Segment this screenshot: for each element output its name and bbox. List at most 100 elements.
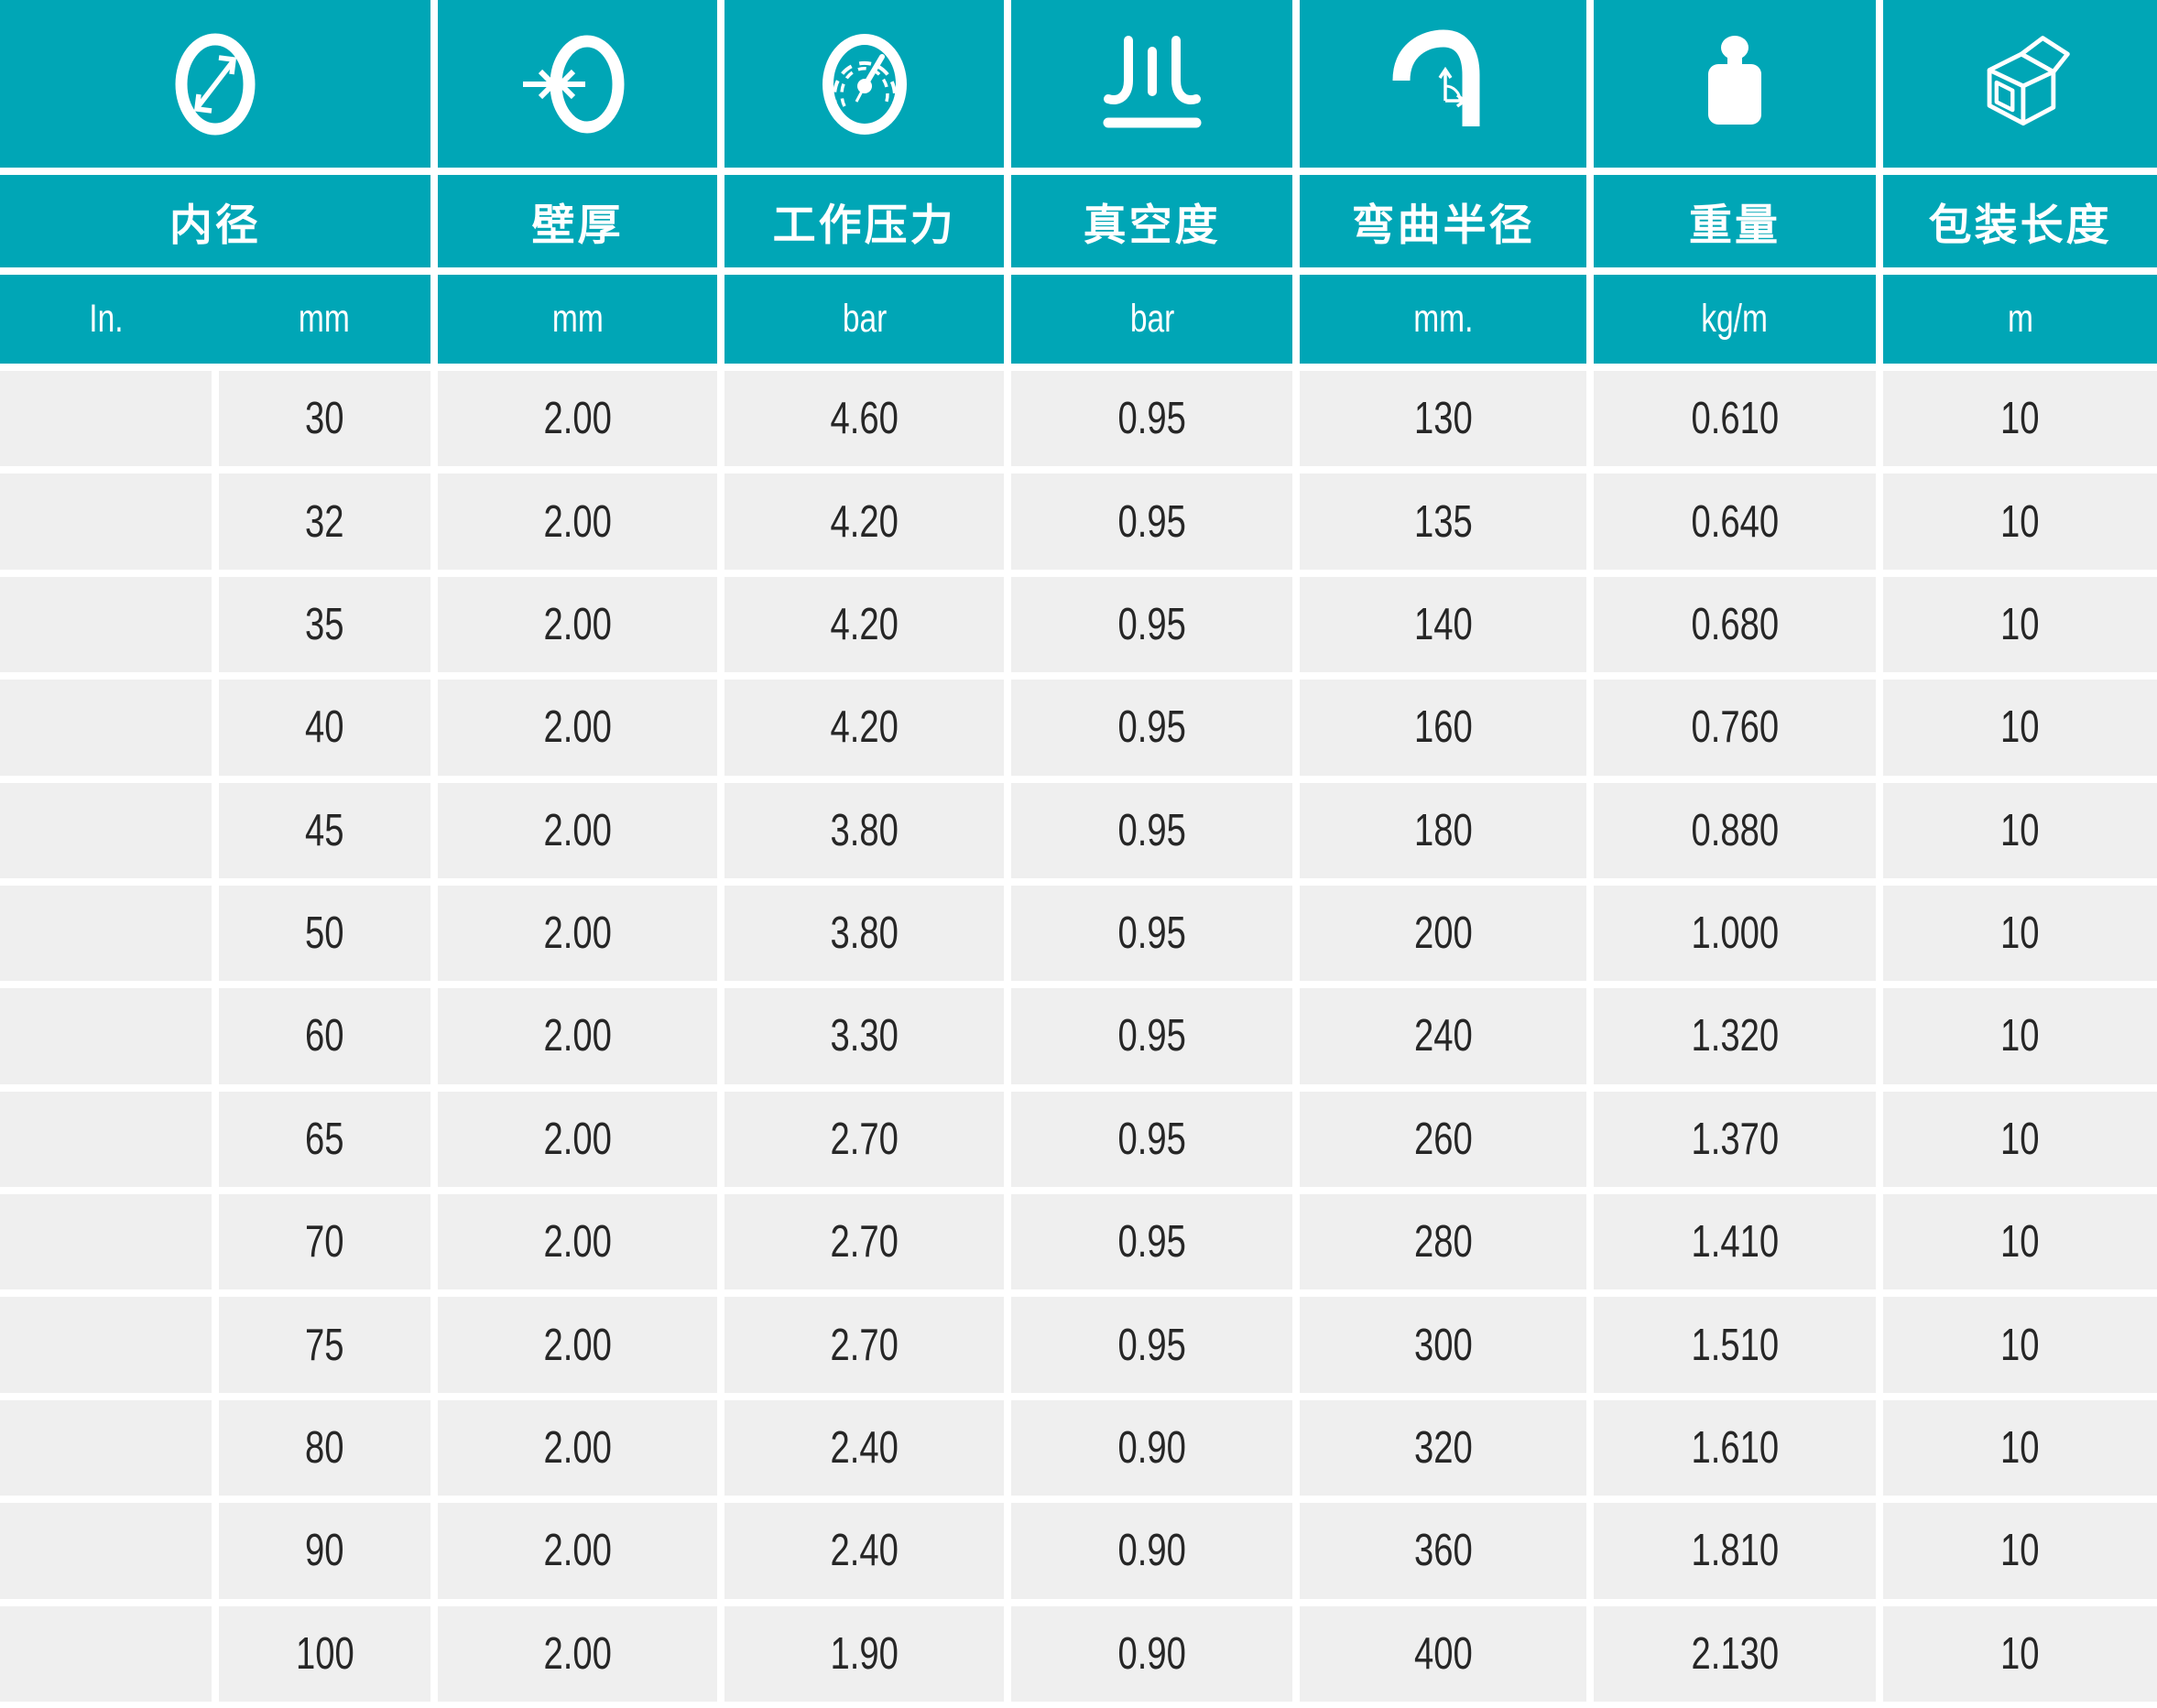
cell-value: 1.90	[830, 1628, 899, 1679]
cell-pressure: 3.80	[724, 782, 1004, 878]
cell-value: 2.00	[543, 1423, 612, 1474]
cell-pressure: 2.40	[724, 1503, 1004, 1599]
cell-mm: 90	[219, 1503, 430, 1599]
cell-mm: 40	[219, 680, 430, 776]
cell-in	[0, 1194, 212, 1290]
cell-weight: 0.760	[1593, 680, 1877, 776]
cell-value: 90	[305, 1526, 344, 1576]
unit-label: mm	[551, 297, 604, 341]
cell-length: 10	[1883, 680, 2157, 776]
cell-value: 1.810	[1691, 1526, 1779, 1576]
cell-value: 3.30	[830, 1011, 899, 1061]
column-label: 弯曲半径	[1351, 201, 1535, 249]
cell-wall: 2.00	[437, 371, 718, 467]
cell-value: 0.95	[1117, 1114, 1186, 1164]
cell-value: 75	[305, 1320, 344, 1370]
cell-mm: 80	[219, 1399, 430, 1496]
cell-pressure: 2.70	[724, 1297, 1004, 1393]
cell-value: 2.40	[830, 1526, 899, 1576]
cell-value: 280	[1413, 1217, 1473, 1267]
cell-value: 320	[1413, 1423, 1473, 1474]
units-inner-diameter: In. mm	[0, 275, 430, 364]
cell-value: 0.640	[1691, 496, 1779, 547]
cell-in	[0, 473, 212, 570]
cell-vacuum: 0.90	[1010, 1399, 1293, 1496]
cell-value: 10	[2000, 805, 2040, 855]
cell-radius: 160	[1300, 680, 1586, 776]
cell-wall: 2.00	[437, 680, 718, 776]
unit-label: bar	[842, 297, 887, 341]
cell-weight: 1.320	[1593, 988, 1877, 1084]
cell-value: 2.00	[543, 1628, 612, 1679]
cell-value: 10	[2000, 1526, 2040, 1576]
cell-length: 10	[1883, 885, 2157, 982]
cell-wall: 2.00	[437, 1399, 718, 1496]
cell-value: 2.70	[830, 1114, 899, 1164]
cell-length: 10	[1883, 1297, 2157, 1393]
cell-pressure: 4.20	[724, 473, 1004, 570]
cell-value: 1.610	[1691, 1423, 1779, 1474]
cell-value: 0.95	[1117, 805, 1186, 855]
cell-value: 200	[1413, 908, 1473, 959]
cell-value: 2.00	[543, 394, 612, 444]
cell-value: 10	[2000, 496, 2040, 547]
cell-value: 10	[2000, 599, 2040, 649]
cell-radius: 280	[1300, 1194, 1586, 1290]
cell-in	[0, 680, 212, 776]
cell-length: 10	[1883, 1605, 2157, 1702]
cell-mm: 70	[219, 1194, 430, 1290]
cell-value: 4.20	[830, 496, 899, 547]
cell-wall: 2.00	[437, 1297, 718, 1393]
wall-thickness-icon	[522, 35, 625, 133]
cell-value: 0.95	[1117, 599, 1186, 649]
cell-value: 40	[305, 702, 344, 753]
cell-weight: 1.610	[1593, 1399, 1877, 1496]
cell-length: 10	[1883, 473, 2157, 570]
cell-vacuum: 0.90	[1010, 1503, 1293, 1599]
cell-weight: 0.610	[1593, 371, 1877, 467]
cell-vacuum: 0.95	[1010, 473, 1293, 570]
cell-value: 10	[2000, 1217, 2040, 1267]
cell-in	[0, 1091, 212, 1188]
cell-value: 10	[2000, 394, 2040, 444]
cell-radius: 200	[1300, 885, 1586, 982]
cell-vacuum: 0.95	[1010, 680, 1293, 776]
cell-length: 10	[1883, 782, 2157, 878]
cell-value: 10	[2000, 908, 2040, 959]
cell-value: 35	[305, 599, 344, 649]
header-icon-cell-working-pressure	[724, 0, 1004, 168]
header-icon-cell-vacuum	[1010, 0, 1293, 168]
cell-length: 10	[1883, 371, 2157, 467]
cell-value: 2.00	[543, 805, 612, 855]
cell-value: 2.00	[543, 1217, 612, 1267]
header-icon-cell-inner-diameter	[0, 0, 430, 168]
cell-wall: 2.00	[437, 576, 718, 673]
cell-wall: 2.00	[437, 1605, 718, 1702]
cell-value: 240	[1413, 1011, 1473, 1061]
cell-value: 10	[2000, 1628, 2040, 1679]
cell-radius: 300	[1300, 1297, 1586, 1393]
column-label: 包装长度	[1928, 201, 2112, 249]
cell-value: 2.00	[543, 908, 612, 959]
header-icon-cell-bend-radius	[1300, 0, 1586, 168]
cell-value: 360	[1413, 1526, 1473, 1576]
cell-value: 4.60	[830, 394, 899, 444]
column-header-working-pressure: 工作压力	[724, 175, 1004, 267]
units-working-pressure: bar	[724, 275, 1004, 364]
header-icon-cell-weight	[1593, 0, 1877, 168]
cell-pressure: 2.70	[724, 1091, 1004, 1188]
cell-value: 0.95	[1117, 1320, 1186, 1370]
cell-radius: 240	[1300, 988, 1586, 1084]
cell-vacuum: 0.95	[1010, 1091, 1293, 1188]
column-label: 内径	[169, 201, 261, 249]
cell-vacuum: 0.95	[1010, 782, 1293, 878]
cell-radius: 260	[1300, 1091, 1586, 1188]
cell-value: 0.610	[1691, 394, 1779, 444]
cell-length: 10	[1883, 1091, 2157, 1188]
cell-weight: 1.510	[1593, 1297, 1877, 1393]
cell-vacuum: 0.95	[1010, 885, 1293, 982]
cell-weight: 0.680	[1593, 576, 1877, 673]
cell-wall: 2.00	[437, 1194, 718, 1290]
cell-value: 130	[1413, 394, 1473, 444]
